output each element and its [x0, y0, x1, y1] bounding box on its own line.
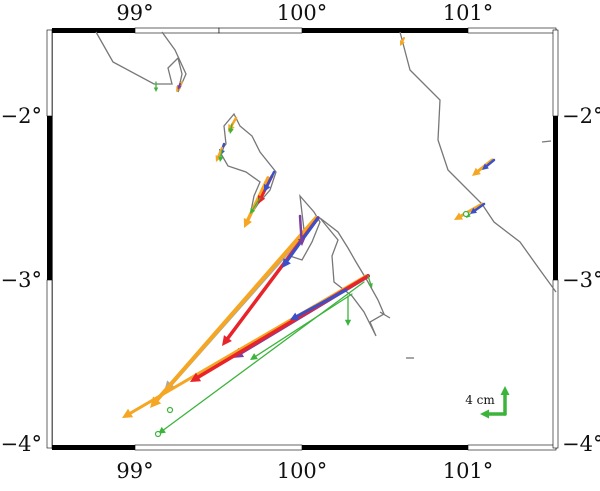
x-tick-label-bottom-99: 99° — [116, 459, 153, 483]
vector-purple-north — [177, 83, 182, 90]
x-tick-label-top-99: 99° — [116, 1, 153, 25]
x-tick-label-top-100: 100° — [277, 1, 328, 25]
vector-blue-sumatra-a — [482, 158, 496, 170]
map-frame — [46, 27, 559, 451]
vector-green-pagai-c — [344, 295, 352, 326]
x-tick-label-top-101: 101° — [443, 1, 494, 25]
vector-green-siberut-n — [228, 123, 234, 134]
coastline-islet-c — [379, 311, 391, 319]
x-axis-top-labels: 99° 100° 101° — [116, 1, 493, 25]
y-tick-label-left-2: −2° — [1, 104, 42, 128]
vector-blue-siberut — [264, 170, 276, 192]
y-tick-label-right-3: −3° — [562, 268, 600, 292]
x-tick-label-bottom-100: 100° — [277, 459, 328, 483]
scale-bar-label: 4 cm — [465, 393, 495, 407]
coastline-north-island — [95, 31, 187, 93]
vector-orange-sumatra-c — [400, 37, 405, 46]
vector-origin-marker — [154, 430, 162, 438]
scale-arrow-east — [480, 409, 507, 419]
vector-green-pagai-a — [158, 281, 365, 434]
y-tick-label-right-2: −2° — [562, 104, 600, 128]
vector-orange-sipora — [150, 216, 318, 408]
vector-green-pagai-b — [250, 293, 353, 360]
vector-blue-sumatra-b — [470, 202, 486, 214]
y-tick-label-right-4: −4° — [562, 432, 600, 456]
scale-arrows — [480, 386, 510, 419]
displacement-vectors — [122, 37, 496, 438]
vector-origin-marker — [166, 406, 174, 414]
coastline-pagai — [319, 217, 385, 337]
vector-green-pagai-d — [367, 275, 373, 288]
coastlines — [95, 31, 557, 359]
vector-blue-pagai — [290, 288, 348, 320]
coastline-islet-a — [541, 140, 552, 143]
y-tick-label-left-3: −3° — [1, 268, 42, 292]
vector-green-siberut-m — [218, 149, 224, 162]
vector-orange-sumatra-a — [472, 158, 494, 176]
vector-green-siberut — [250, 197, 261, 214]
vector-origin-marker — [462, 210, 470, 218]
x-axis-bottom-labels: 99° 100° 101° — [116, 459, 493, 483]
vector-green-north — [153, 81, 159, 92]
vector-purple-sipora — [297, 214, 306, 246]
coastline-sumatra — [399, 31, 557, 293]
scale-bar: 4 cm — [465, 386, 510, 419]
vector-orange-siberut-m — [215, 146, 224, 162]
x-tick-label-bottom-101: 101° — [443, 459, 494, 483]
y-axis-left-labels: −2° −3° −4° — [1, 104, 42, 456]
scale-arrow-north — [500, 386, 510, 416]
y-axis-right-labels: −2° −3° −4° — [562, 104, 600, 456]
y-tick-label-left-4: −4° — [1, 432, 42, 456]
